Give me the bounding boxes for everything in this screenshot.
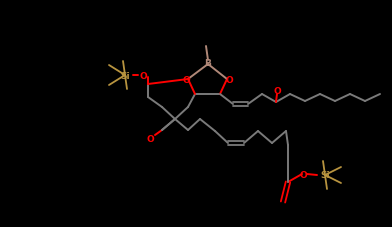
Text: Si: Si	[320, 171, 330, 180]
Text: B: B	[205, 58, 211, 67]
Text: O: O	[182, 75, 190, 84]
Text: O: O	[225, 75, 233, 84]
Text: O: O	[146, 134, 154, 143]
Text: O: O	[273, 86, 281, 95]
Text: Si: Si	[120, 71, 130, 80]
Text: O: O	[139, 71, 147, 80]
Text: O: O	[299, 170, 307, 179]
